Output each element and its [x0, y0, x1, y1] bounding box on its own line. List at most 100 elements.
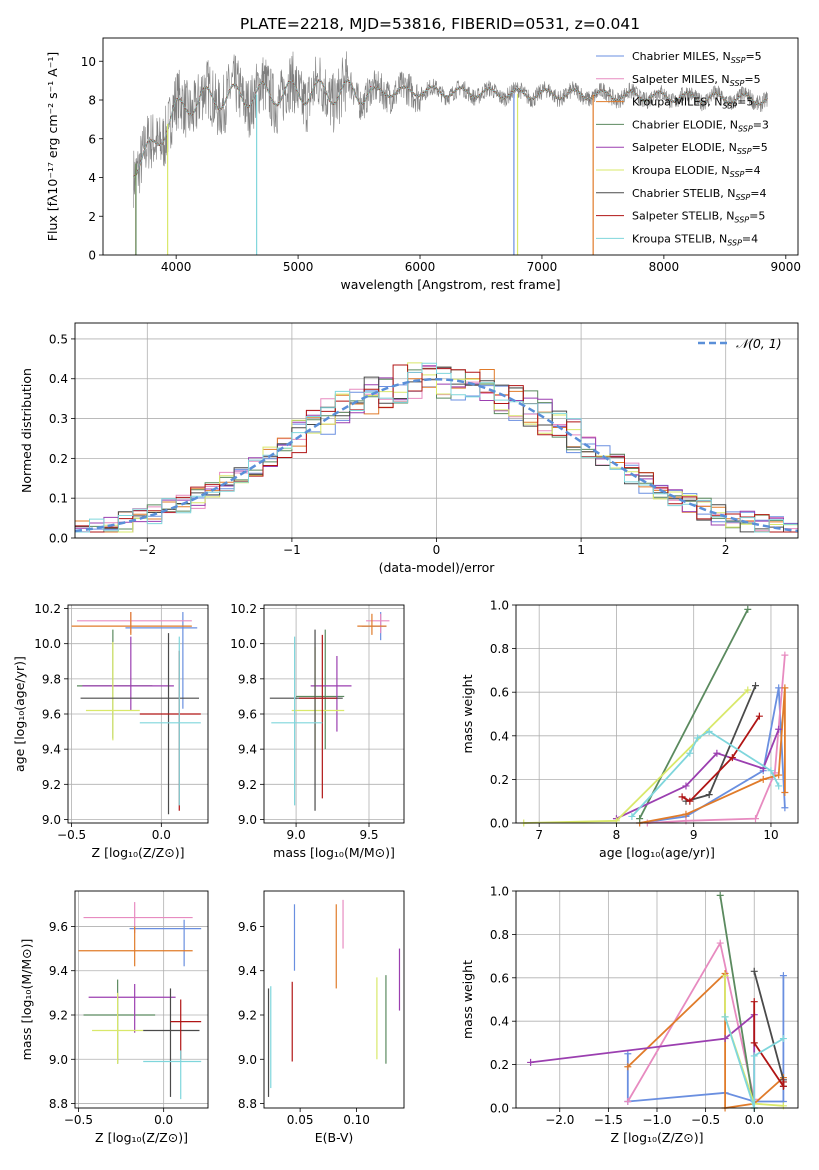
mass-weight-point-marker — [682, 782, 690, 790]
y-tick-label: 9.6 — [49, 920, 68, 934]
x-tick-label: 0.0 — [745, 1113, 764, 1127]
x-tick-label: 7 — [535, 828, 543, 842]
legend-label-value: =5 — [737, 96, 753, 109]
x-axis-label: (data-model)/error — [379, 560, 496, 575]
x-tick-label: 6000 — [405, 260, 436, 274]
plot-area — [269, 612, 390, 811]
x-tick-label: 10 — [763, 828, 778, 842]
mass-vs-metallicity-panel: −0.5 0.0 8.8 9.0 9.2 9.4 9.6 Z [log₁₀(Z/Z⊙)] mas… — [19, 890, 209, 1145]
mass-weight-point-marker — [744, 686, 752, 694]
mass-weight-point-marker — [775, 782, 783, 790]
axes-frame — [515, 604, 799, 824]
legend-label-subscript: SSP — [738, 124, 753, 133]
errorbar-point — [366, 613, 390, 634]
errorbar-point — [129, 919, 202, 967]
axes: 4000 5000 6000 7000 8000 9000 0 2 4 6 8 10 wavelengt… — [45, 37, 801, 292]
mass-weight-point-marker — [694, 734, 702, 742]
y-tick-label: 0.0 — [490, 1102, 509, 1116]
y-tick-label: 9.6 — [42, 708, 61, 722]
legend-label-text: Kroupa MILES, N — [632, 96, 722, 109]
legend-label-text: Salpeter MILES, N — [632, 73, 730, 86]
x-axis-label: wavelength [Angstrom, rest frame] — [340, 277, 560, 292]
y-tick-label: 0 — [88, 249, 96, 263]
y-tick-label: 9.2 — [49, 1009, 68, 1023]
axes: −0.5 0.0 9.0 9.2 9.4 9.6 9.8 10.0 10.2 Z [log₁₀(Z… — [12, 602, 209, 860]
x-tick-label: 2 — [722, 543, 730, 557]
axes: −2.0 −1.5 −1.0 −0.5 0.0 0.0 0.2 0.4 0.6 0.8 1.0 Z [… — [460, 885, 799, 1145]
errorbar-point — [310, 655, 352, 732]
errorbar-point — [143, 988, 200, 1097]
mass-weight-point-marker — [716, 891, 724, 899]
x-tick-label: 1 — [577, 543, 585, 557]
mass-weight-point-marker — [752, 682, 760, 690]
mass-weight-point-marker — [728, 754, 736, 762]
legend-label-value: =3 — [753, 118, 769, 131]
y-tick-label: 0.2 — [490, 773, 509, 787]
axes: 0.05 0.10 8.8 9.0 9.2 9.4 9.6 E(B-V) — [238, 890, 405, 1145]
y-tick-label: 0.3 — [49, 412, 68, 426]
legend-label-subscript: SSP — [731, 56, 746, 65]
y-tick-label: 1.0 — [490, 599, 509, 613]
mass-weight-vs-metallicity-panel: −2.0 −1.5 −1.0 −0.5 0.0 0.0 0.2 0.4 0.6 0.8 1.0 Z [… — [460, 885, 799, 1145]
legend-label-subscript: SSP — [730, 170, 745, 179]
y-tick-label: 9.4 — [238, 743, 257, 757]
mass-weight-point-marker — [759, 775, 767, 783]
y-tick-label: 0.1 — [49, 492, 68, 506]
y-tick-label: 0.4 — [49, 372, 68, 386]
mass-weight-point-marker — [721, 1013, 729, 1021]
legend-label-subscript: SSP — [730, 79, 745, 88]
mass-weight-point-marker — [713, 749, 721, 757]
y-tick-label: 8.8 — [238, 1097, 257, 1111]
y-tick-label: 0.2 — [49, 452, 68, 466]
mass-weight-point-marker — [628, 812, 636, 820]
x-axis-label: Z [log₁₀(Z/Z⊙)] — [611, 1130, 704, 1145]
y-tick-label: 0.6 — [490, 686, 509, 700]
x-tick-label: −1 — [283, 543, 301, 557]
residuals-panel: 𝒩(0, 1) −2 −1 0 1 2 0.0 0.1 0.2 0.3 0.4 0.5 (data-mo… — [19, 322, 799, 575]
axes: 7 8 9 10 0.0 0.2 0.4 0.6 0.8 1.0 age [log₁₀(age/yr… — [460, 599, 799, 860]
mass-vs-ebv-panel: 0.05 0.10 8.8 9.0 9.2 9.4 9.6 E(B-V) — [238, 890, 405, 1145]
mass-weight-point-marker — [775, 725, 783, 733]
mass-weight-point-marker — [686, 749, 694, 757]
legend-label: Chabrier STELIB, NSSP=4 — [632, 187, 766, 202]
y-tick-label: 0.8 — [490, 928, 509, 942]
legend-label-text: Chabrier ELODIE, N — [632, 118, 738, 131]
x-tick-label: 0.0 — [152, 828, 171, 842]
legend-label-text: Salpeter STELIB, N — [632, 210, 734, 223]
mass-weight-point-marker — [750, 998, 758, 1006]
x-tick-label: −0.5 — [64, 1113, 93, 1127]
mass-weight-point-marker — [624, 1063, 632, 1071]
y-tick-label: 10.2 — [230, 602, 257, 616]
normal-distribution-curve — [74, 377, 799, 533]
errorbar-point — [143, 1050, 202, 1100]
mass-weight-point-marker — [636, 815, 644, 823]
axes: −2 −1 0 1 2 0.0 0.1 0.2 0.3 0.4 0.5 (data-model)/er… — [19, 322, 799, 575]
y-tick-label: 0.0 — [49, 532, 68, 546]
y-tick-label: 0.2 — [490, 1058, 509, 1072]
axes-frame — [74, 890, 209, 1109]
mass-weight-point-marker — [624, 1050, 632, 1058]
legend-label-subscript: SSP — [736, 193, 751, 202]
x-tick-label: 8000 — [649, 260, 680, 274]
axes-frame — [102, 37, 799, 256]
x-tick-label: 9 — [690, 828, 698, 842]
y-tick-label: 9.2 — [238, 1009, 257, 1023]
errorbar-point — [71, 612, 192, 635]
axes: −0.5 0.0 8.8 9.0 9.2 9.4 9.6 Z [log₁₀(Z/Z⊙)] mas… — [19, 890, 209, 1145]
errorbar-point — [92, 992, 144, 1064]
legend-label: Salpeter MILES, NSSP=5 — [632, 73, 761, 88]
mass-weight-point-marker — [781, 684, 789, 692]
legend-label-value: =5 — [745, 50, 761, 63]
legend-label-text: Salpeter ELODIE, N — [632, 141, 737, 154]
mass-weight-point-marker — [752, 815, 760, 823]
mass-weight-point-marker — [682, 810, 690, 818]
legend-label-subscript: SSP — [737, 147, 752, 156]
mass-weight-series-line — [724, 1016, 784, 1109]
x-axis-label: mass [log₁₀(M/M⊙)] — [273, 845, 395, 860]
y-axis-label: mass weight — [460, 674, 475, 753]
y-tick-label: 10.0 — [230, 637, 257, 651]
legend-label-value: =5 — [752, 141, 768, 154]
y-axis-label: Normed distribution — [19, 368, 34, 493]
